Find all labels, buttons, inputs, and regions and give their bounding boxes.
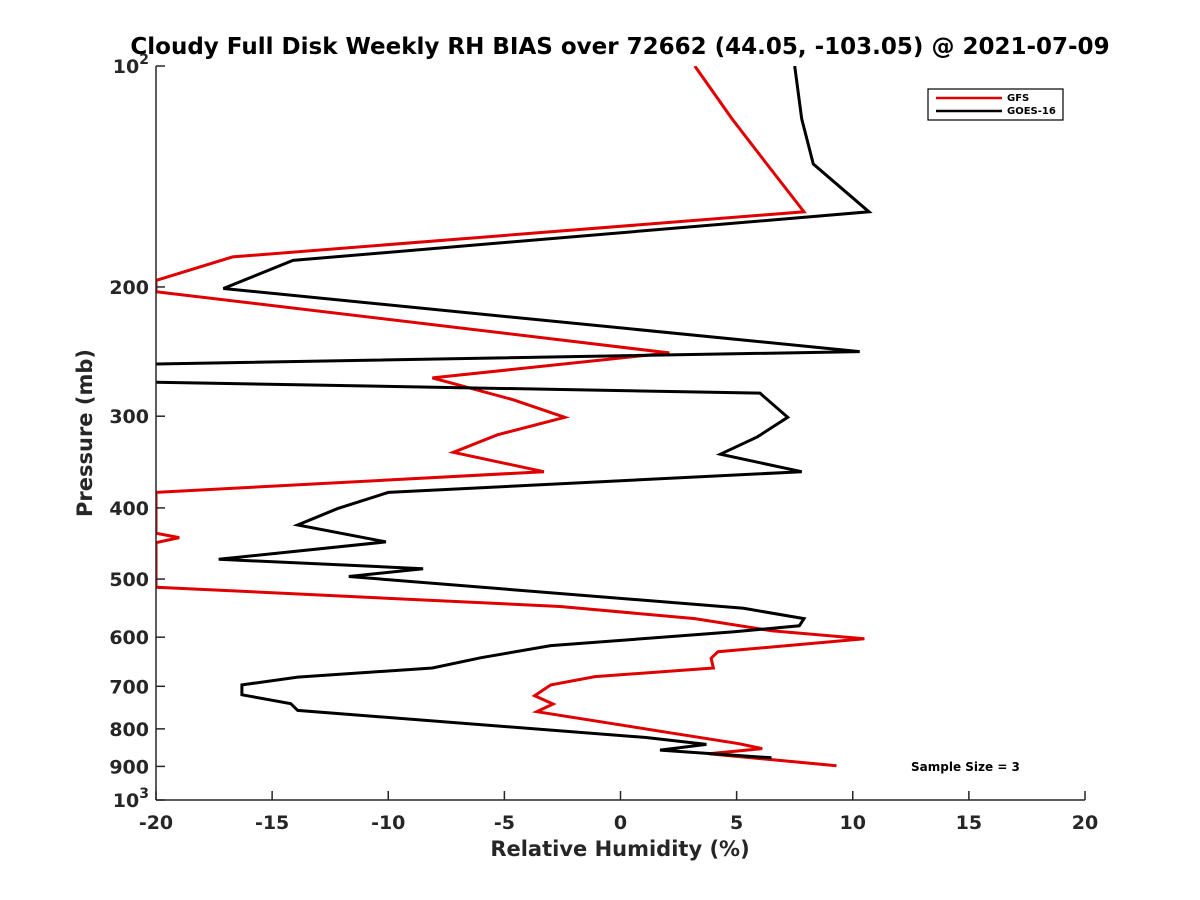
y-tick-label: 800 — [109, 719, 149, 741]
x-tick-label: 10 — [840, 812, 866, 834]
x-tick-label: 5 — [730, 812, 743, 834]
y-tick-label: 600 — [109, 627, 149, 649]
x-tick-label: 0 — [614, 812, 627, 834]
y-ticks: 102 200 300 400 500 600 700 800 900 103 — [109, 52, 165, 812]
legend-label-goes16: GOES-16 — [1007, 106, 1056, 117]
x-tick-label: -5 — [494, 812, 515, 834]
y-tick-label: 400 — [109, 498, 149, 520]
x-tick-label: -10 — [371, 812, 405, 834]
x-tick-label: -15 — [255, 812, 289, 834]
series-line-goes16 — [156, 66, 873, 760]
y-tick-label: 103 — [113, 786, 149, 812]
y-tick-label: 500 — [109, 569, 149, 591]
x-tick-label: -20 — [139, 812, 173, 834]
y-axis-label: Pressure (mb) — [73, 349, 97, 517]
series-line-gfs — [156, 66, 865, 768]
y-tick-label: 900 — [109, 756, 149, 778]
x-axis-label: Relative Humidity (%) — [490, 837, 749, 861]
x-tick-label: 15 — [956, 812, 982, 834]
legend: GFS GOES-16 — [927, 88, 1064, 121]
y-tick-label: 102 — [113, 52, 149, 78]
legend-label-gfs: GFS — [1007, 93, 1029, 104]
sample-size-annotation: Sample Size = 3 — [911, 760, 1020, 774]
y-tick-label: 200 — [109, 277, 149, 299]
x-ticks: -20 -15 -10 -5 0 5 10 15 20 — [139, 791, 1098, 834]
series-layer — [156, 66, 873, 768]
y-tick-label: 300 — [109, 406, 149, 428]
chart-title: Cloudy Full Disk Weekly RH BIAS over 726… — [130, 34, 1109, 60]
legend-box — [927, 88, 1064, 121]
y-tick-label: 700 — [109, 676, 149, 698]
x-tick-label: 20 — [1072, 812, 1098, 834]
